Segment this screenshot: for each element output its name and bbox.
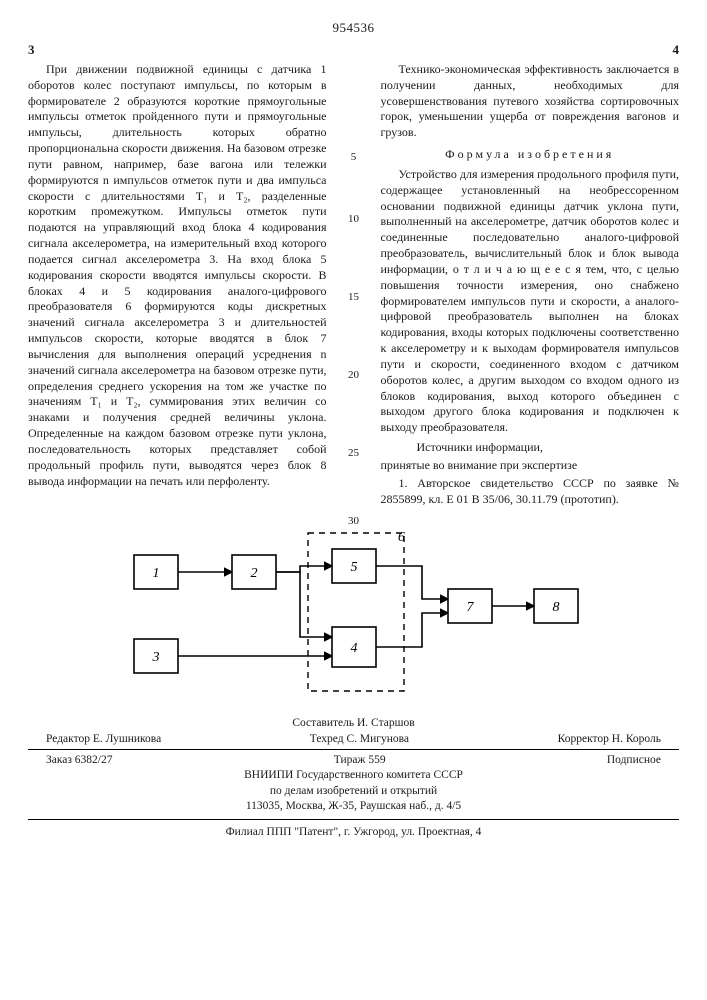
sources-subtitle: принятые во внимание при экспертизе	[381, 458, 680, 474]
source-item-1: 1. Авторское свидетельство СССР по заявк…	[381, 476, 680, 508]
org-line-2: по делам изобретений и открытий	[28, 784, 679, 800]
svg-text:1: 1	[152, 566, 159, 581]
compiler-line: Составитель И. Старшов	[28, 717, 679, 729]
right-column: Технико-экономическая эффективность закл…	[381, 62, 680, 509]
right-paragraph-1: Технико-экономическая эффективность закл…	[381, 62, 680, 141]
diagram-svg: 6 1 2 3 4 5 7 8	[104, 527, 604, 707]
left-paragraph-1: При движении подвижной единицы с датчика…	[28, 62, 327, 489]
branch-line: Филиал ППП "Патент", г. Ужгород, ул. Про…	[28, 826, 679, 838]
svg-text:8: 8	[552, 600, 559, 615]
tirage: Тираж 559	[334, 754, 386, 766]
gutter-25: 25	[348, 446, 359, 461]
credits-row: Редактор Е. Лушникова Техред С. Мигунова…	[28, 733, 679, 745]
svg-text:2: 2	[250, 566, 257, 581]
right-paragraph-2: Устройство для измерения продольного про…	[381, 167, 680, 436]
corrector: Корректор Н. Король	[558, 733, 661, 745]
gutter-30: 30	[348, 514, 359, 529]
svg-text:3: 3	[151, 650, 159, 665]
subscription: Подписное	[607, 754, 661, 766]
separator-1	[28, 749, 679, 750]
page-number-left: 3	[28, 42, 35, 58]
editor: Редактор Е. Лушникова	[46, 733, 161, 745]
org-line-1: ВНИИПИ Государственного комитета СССР	[28, 768, 679, 784]
gutter-20: 20	[348, 368, 359, 383]
separator-2	[28, 819, 679, 820]
document-number: 954536	[28, 20, 679, 36]
org-address: 113035, Москва, Ж-35, Раушская наб., д. …	[28, 799, 679, 815]
svg-text:7: 7	[466, 600, 474, 615]
formula-title: Формула изобретения	[381, 147, 680, 163]
order-number: Заказ 6382/27	[46, 754, 113, 766]
imprint-block: ВНИИПИ Государственного комитета СССР по…	[28, 768, 679, 815]
gutter-15: 15	[348, 290, 359, 305]
two-column-body: При движении подвижной единицы с датчика…	[28, 62, 679, 509]
svg-text:5: 5	[350, 560, 357, 575]
svg-text:4: 4	[350, 641, 357, 656]
gutter-10: 10	[348, 212, 359, 227]
gutter-5: 5	[351, 150, 357, 165]
block-diagram: 6 1 2 3 4 5 7 8	[28, 527, 679, 707]
order-row: Заказ 6382/27 Тираж 559 Подписное	[28, 754, 679, 766]
svg-text:6: 6	[398, 530, 405, 545]
page-number-right: 4	[673, 42, 680, 58]
left-column: При движении подвижной единицы с датчика…	[28, 62, 327, 509]
sources-title: Источники информации,	[381, 440, 680, 456]
page-header: 3 4	[28, 42, 679, 58]
techred: Техред С. Мигунова	[310, 733, 409, 745]
line-number-gutter: 5 10 15 20 25 30	[345, 62, 363, 509]
